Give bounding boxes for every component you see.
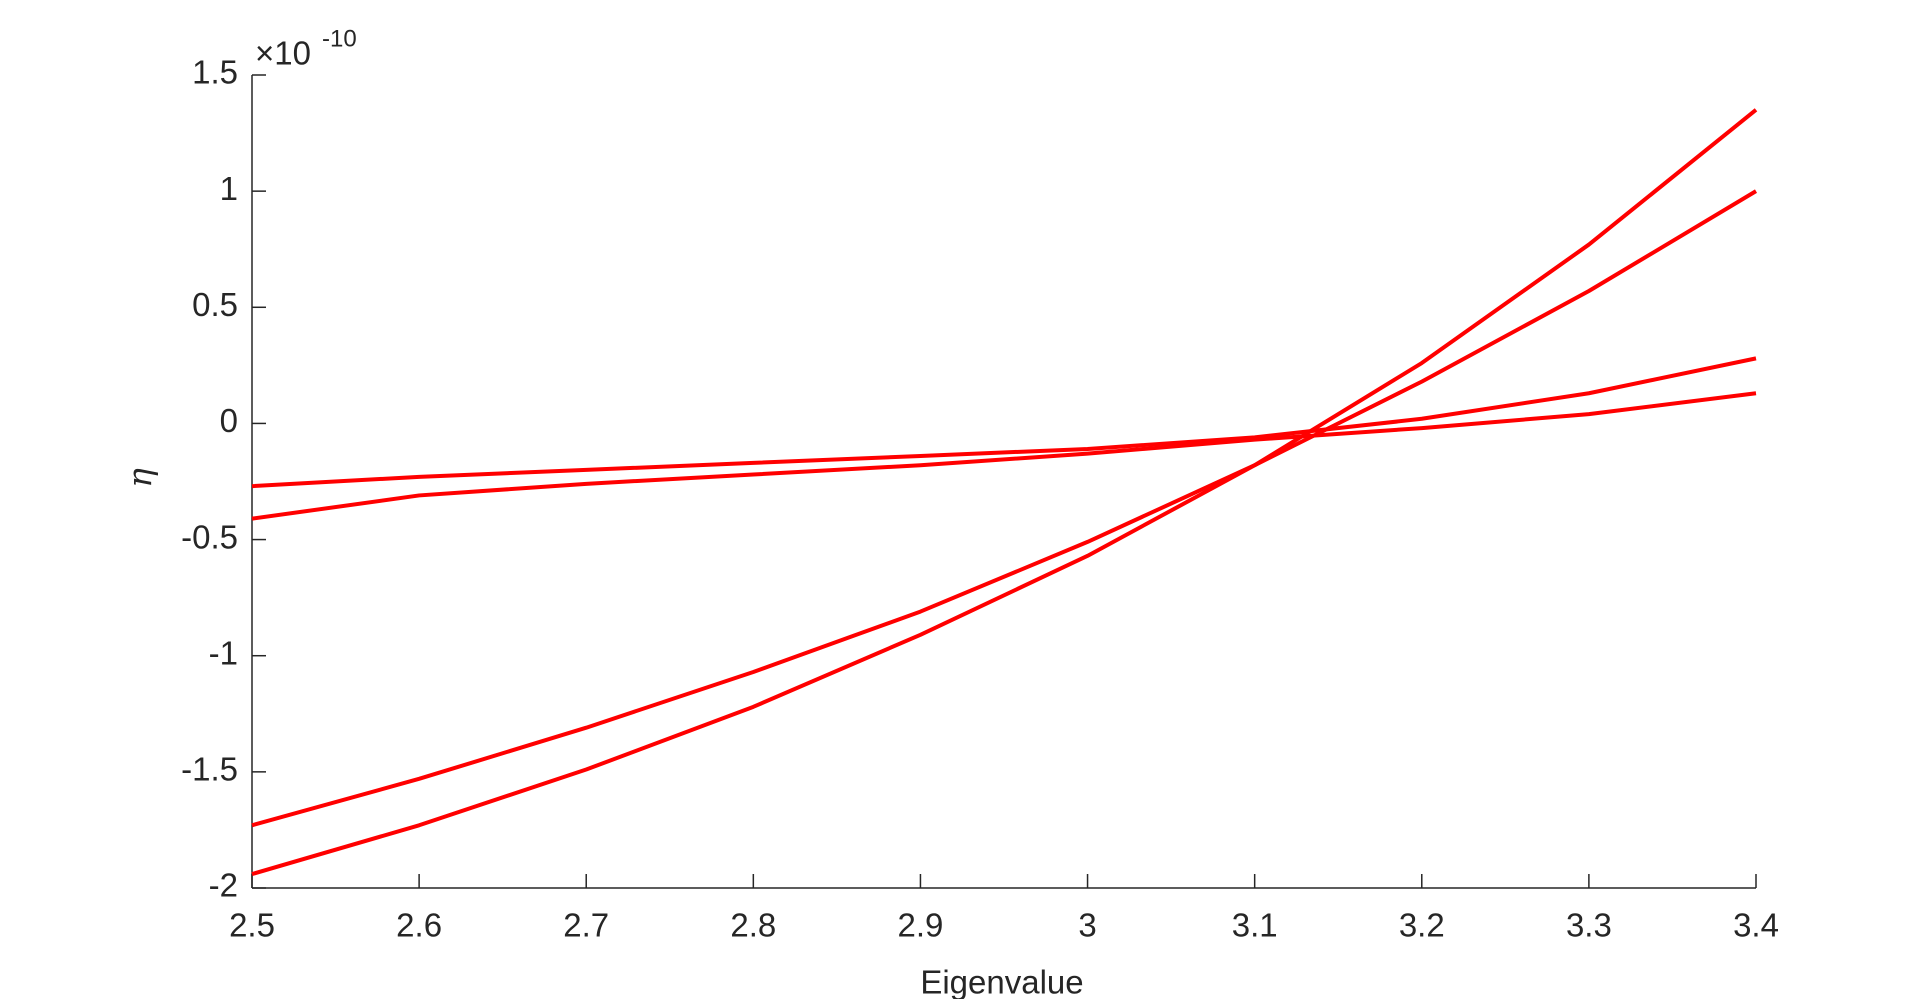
y-tick-label: 1.5 [192, 54, 238, 91]
line-series [251, 108, 1758, 876]
x-tick-label: 3.2 [1399, 907, 1445, 944]
line-series [251, 189, 1758, 828]
y-tick-label: -2 [209, 867, 238, 904]
x-axis-label: Eigenvalue [920, 964, 1083, 999]
y-axis-label: η [120, 468, 159, 488]
x-tick-label: 2.8 [730, 907, 776, 944]
y-tick-label: -1 [209, 634, 238, 671]
y-scale-exponent: -10 [322, 25, 357, 52]
y-tick-label: 0.5 [192, 286, 238, 323]
line-series [251, 356, 1757, 489]
x-tick-label: 2.7 [563, 907, 609, 944]
y-scale-base: ×10 [255, 35, 311, 72]
x-tick-label: 2.5 [229, 907, 275, 944]
x-tick-label: 3.3 [1566, 907, 1612, 944]
x-tick-label: 3 [1078, 907, 1096, 944]
line-series [251, 391, 1757, 521]
x-tick-label: 3.1 [1232, 907, 1278, 944]
x-tick-label: 2.9 [898, 907, 944, 944]
y-tick-label: 0 [220, 402, 238, 439]
y-tick-label: -0.5 [181, 518, 238, 555]
y-tick-label: -1.5 [181, 751, 238, 788]
y-tick-label: 1 [220, 170, 238, 207]
x-tick-label: 2.6 [396, 907, 442, 944]
x-tick-label: 3.4 [1733, 907, 1779, 944]
